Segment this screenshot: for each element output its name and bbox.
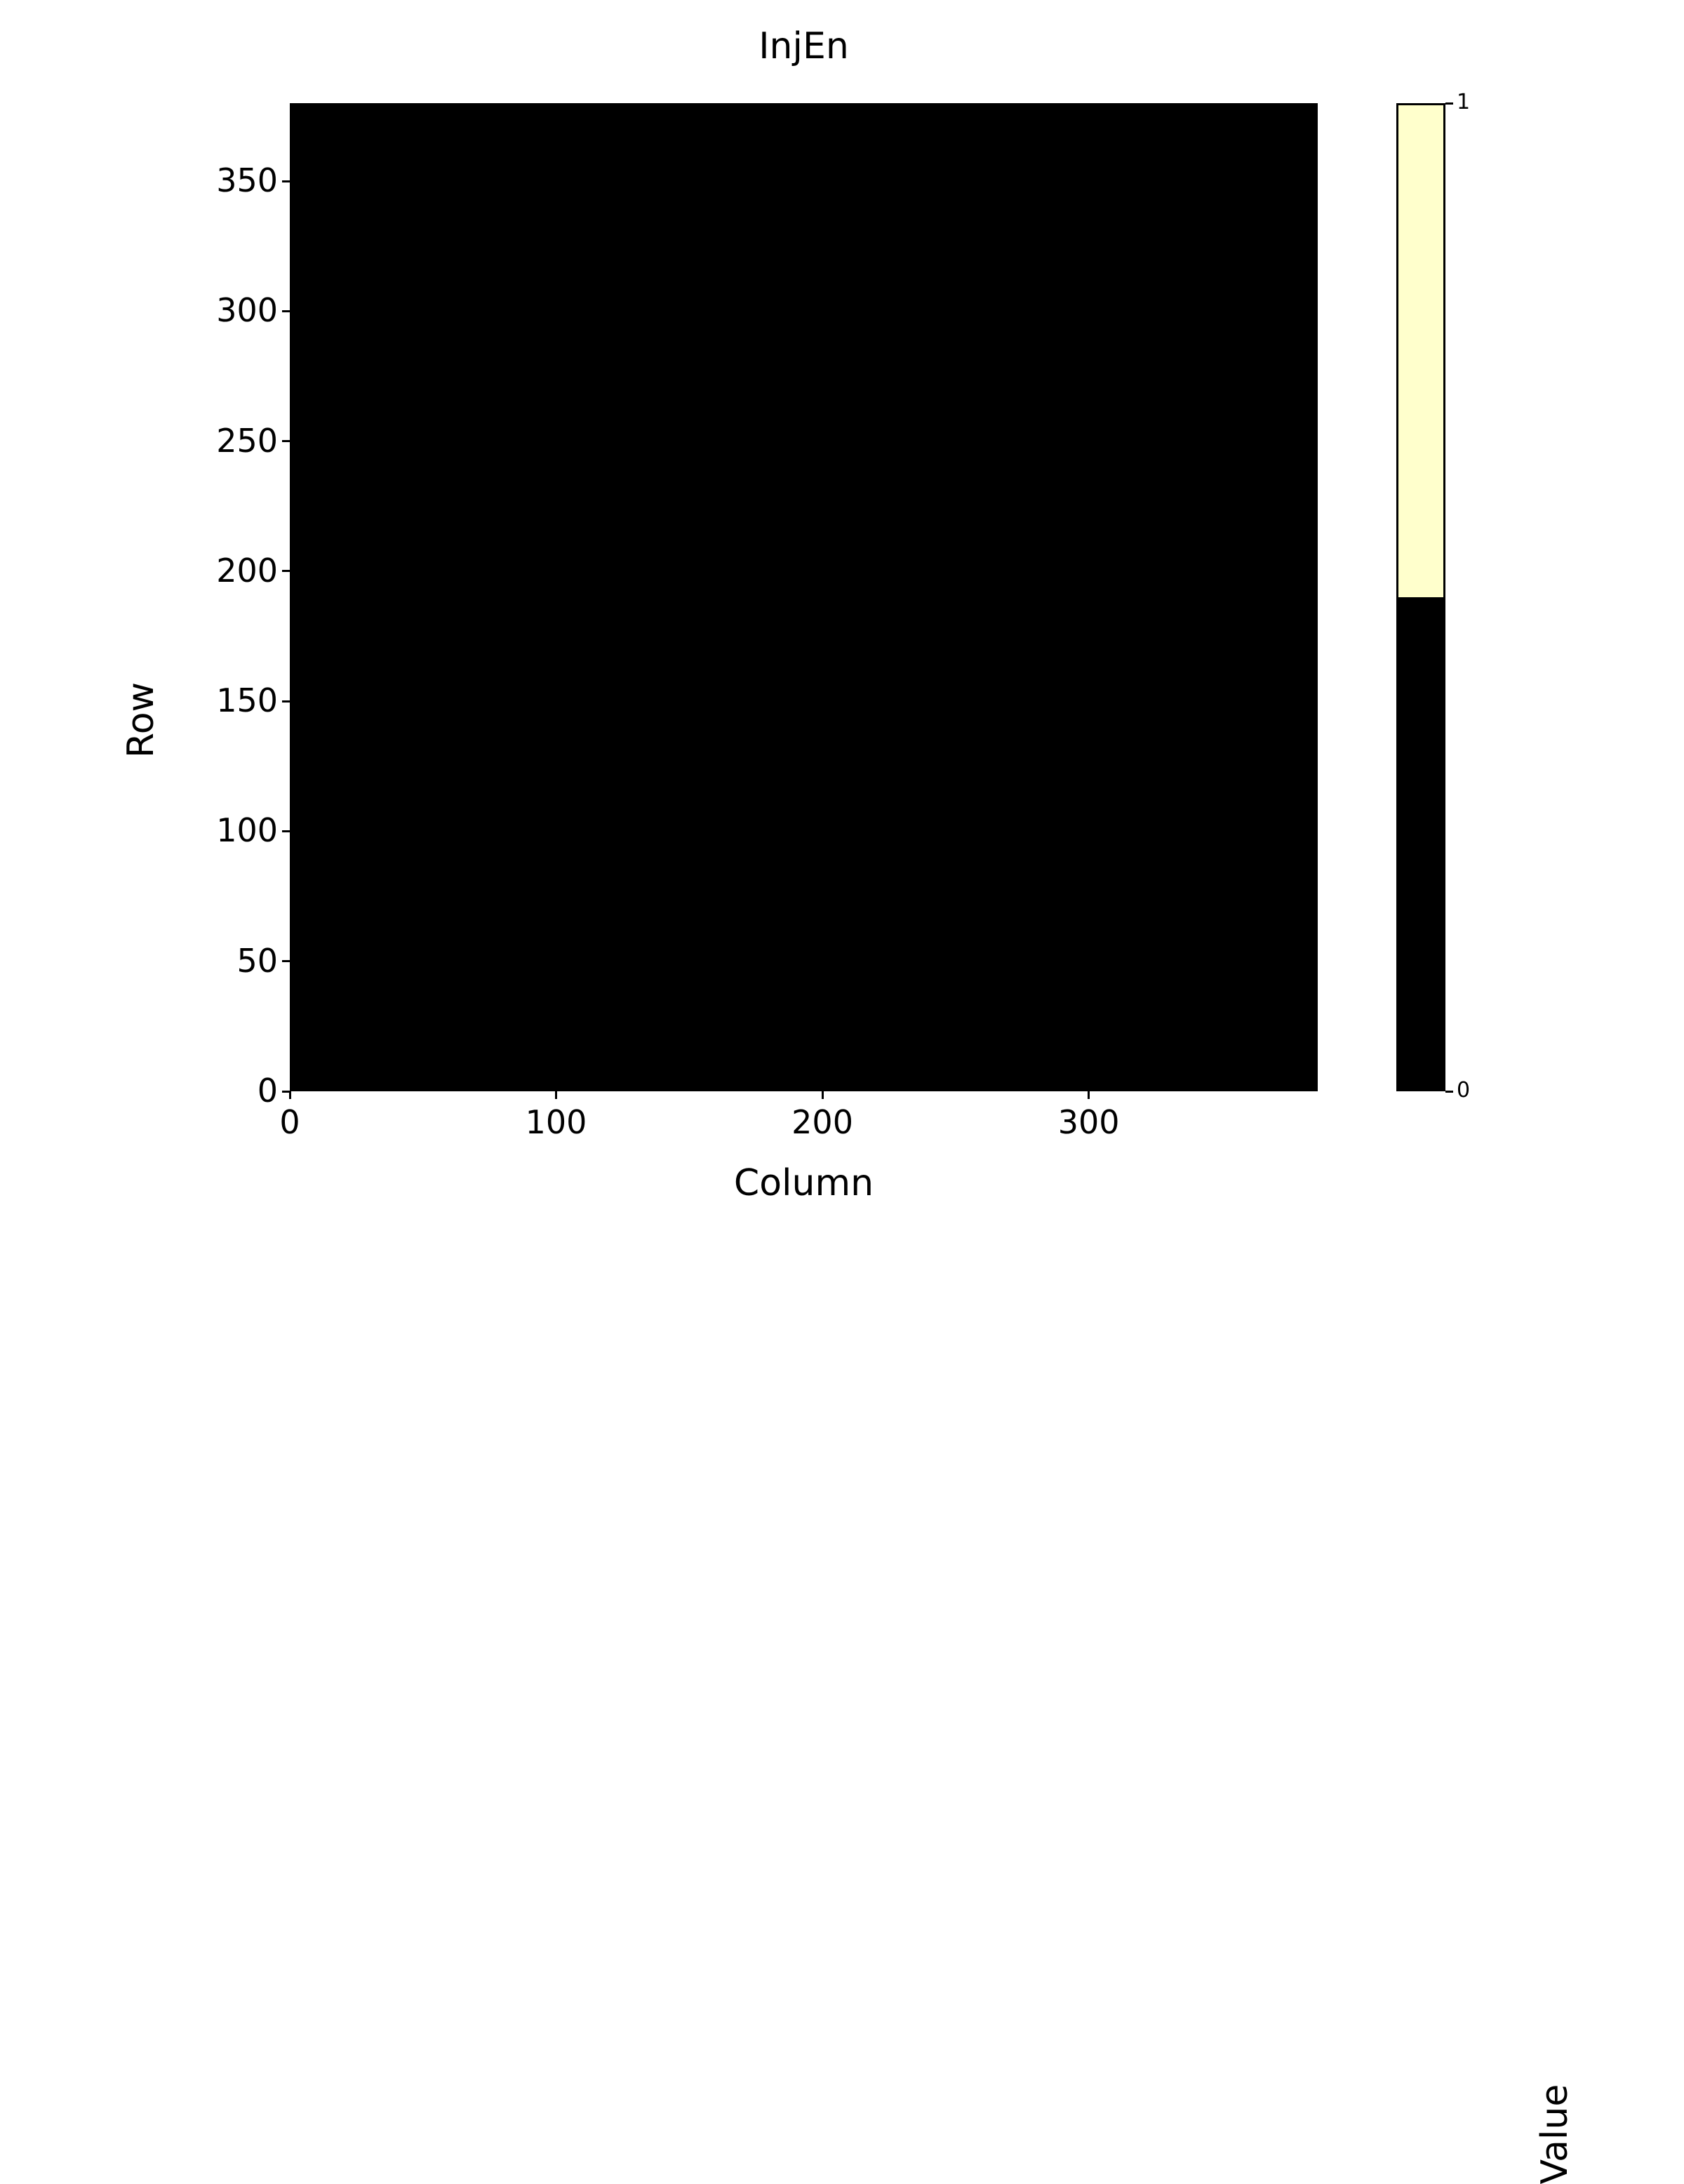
y-tick-label: 250	[216, 421, 278, 460]
x-tick-label: 200	[791, 1103, 853, 1141]
y-tick-label: 300	[216, 291, 278, 330]
colorbar[interactable]	[1396, 103, 1445, 1091]
x-tick-mark	[821, 1091, 824, 1099]
y-tick-label: 150	[216, 681, 278, 720]
y-tick-label: 0	[257, 1072, 278, 1110]
x-axis-label: Column	[733, 1162, 874, 1204]
y-tick-mark	[282, 1090, 290, 1093]
y-tick-label: 50	[236, 941, 278, 980]
y-tick-mark	[282, 700, 290, 703]
colorbar-segment-high	[1398, 105, 1443, 597]
y-tick-mark	[282, 960, 290, 963]
colorbar-segment-low	[1398, 597, 1443, 1089]
colorbar-tick-mark	[1445, 1090, 1453, 1093]
y-tick-mark	[282, 570, 290, 573]
x-tick-mark	[1088, 1091, 1090, 1099]
x-tick-mark	[555, 1091, 558, 1099]
colorbar-tick-label: 1	[1457, 90, 1471, 114]
y-tick-mark	[282, 180, 290, 182]
y-tick-mark	[282, 440, 290, 443]
x-tick-mark	[288, 1091, 291, 1099]
heatmap-image	[290, 103, 1318, 1091]
x-tick-label: 100	[525, 1103, 587, 1141]
y-tick-label: 350	[216, 161, 278, 200]
heatmap-plot-area[interactable]	[290, 103, 1318, 1091]
y-tick-label: 200	[216, 551, 278, 590]
y-tick-mark	[282, 830, 290, 832]
y-axis-label: Row	[120, 681, 162, 759]
x-tick-label: 0	[279, 1103, 300, 1141]
colorbar-label: Value	[1534, 2084, 1576, 2184]
y-tick-label: 100	[216, 811, 278, 850]
colorbar-tick-mark	[1445, 102, 1453, 105]
figure-canvas: InjEn 0 50 100 150 200 250 300 350 0 100 200 300 C…	[120, 25, 1576, 2184]
colorbar-tick-label: 0	[1457, 1078, 1471, 1103]
x-tick-label: 300	[1057, 1103, 1120, 1141]
y-tick-mark	[282, 309, 290, 312]
page-title: InjEn	[759, 25, 849, 67]
